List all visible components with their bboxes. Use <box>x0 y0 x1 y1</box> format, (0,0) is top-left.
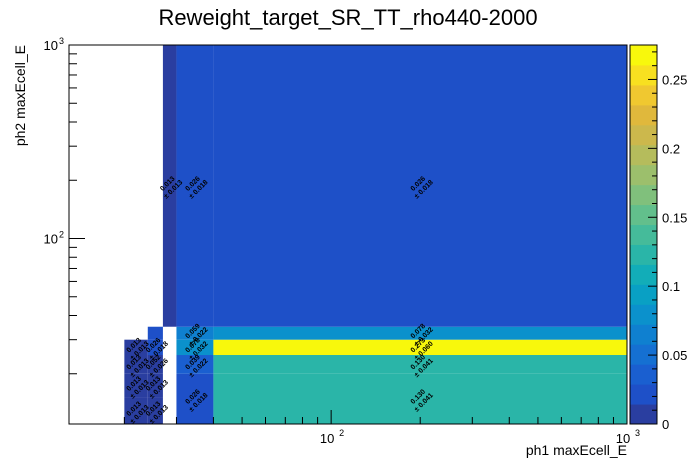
colorbar-tick-label: 0.15 <box>662 210 687 225</box>
colorbar-segment <box>630 364 657 385</box>
heatmap-cell <box>213 339 627 356</box>
colorbar-tick-label: 0.25 <box>662 72 687 87</box>
colorbar-segment <box>630 404 657 425</box>
colorbar-segment <box>630 324 657 345</box>
heatmap-cell <box>176 339 214 356</box>
heatmap-cell <box>176 373 214 424</box>
chart-title: Reweight_target_SR_TT_rho440-2000 <box>158 5 537 30</box>
y-axis-title: ph2 maxEcell_E <box>12 45 28 146</box>
x-tick-exponent: 2 <box>339 428 344 438</box>
y-tick-exponent: 2 <box>59 230 64 240</box>
colorbar-segment <box>630 124 657 146</box>
x-tick-label: 10 <box>320 431 334 446</box>
y-tick-label: 10 <box>44 38 58 53</box>
colorbar-segment <box>630 244 657 265</box>
colorbar-segment <box>630 224 657 245</box>
colorbar-segment <box>630 264 657 285</box>
heatmap-cell <box>176 326 214 340</box>
heatmap-cell <box>213 45 627 327</box>
heatmap-cell <box>124 339 148 356</box>
heatmap-cell <box>176 45 214 327</box>
heatmap-cell <box>213 326 627 340</box>
colorbar-segment <box>630 144 657 166</box>
colorbar-segment <box>630 184 657 206</box>
colorbar-segment <box>630 304 657 325</box>
heatmap-cell <box>124 373 148 398</box>
colorbar-tick-label: 0.05 <box>662 348 687 363</box>
heatmap-cell <box>213 355 627 374</box>
colorbar-tick-label: 0.1 <box>662 279 680 294</box>
x-axis-title: ph1 maxEcell_E <box>526 442 627 458</box>
heatmap-cell <box>213 373 627 424</box>
colorbar-tick-label: 0.2 <box>662 141 680 156</box>
x-tick-label: 10 <box>616 431 630 446</box>
heatmap-cell <box>147 373 163 398</box>
colorbar-segment <box>630 45 657 66</box>
colorbar-segment <box>630 284 657 305</box>
heatmap-cell <box>147 326 163 340</box>
heatmap-cell <box>176 355 214 374</box>
colorbar-segment <box>630 344 657 365</box>
heatmap-cell <box>124 397 148 424</box>
colorbar-segment <box>630 64 657 86</box>
y-tick-exponent: 3 <box>59 36 64 46</box>
heatmap-cell <box>124 355 148 374</box>
colorbar-segment <box>630 104 657 126</box>
colorbar-segment <box>630 164 657 186</box>
y-tick-label: 10 <box>44 232 58 247</box>
colorbar-segment <box>630 384 657 405</box>
heatmap-cell <box>147 355 163 374</box>
heatmap-cell <box>147 397 163 424</box>
heatmap-cell <box>147 339 163 356</box>
colorbar-frame <box>629 44 658 425</box>
axes: 10 2 10 310 210 3 <box>44 36 640 446</box>
colorbar-segment <box>630 84 657 106</box>
heatmap-cells <box>124 45 627 424</box>
x-tick-exponent: 3 <box>635 428 640 438</box>
plot-frame <box>68 44 628 425</box>
colorbar: 0 0.05 0.1 0.15 0.2 0.25 <box>629 44 687 432</box>
colorbar-tick-label: 0 <box>662 417 669 432</box>
heatmap-cell <box>162 45 177 327</box>
colorbar-segment <box>630 204 657 226</box>
